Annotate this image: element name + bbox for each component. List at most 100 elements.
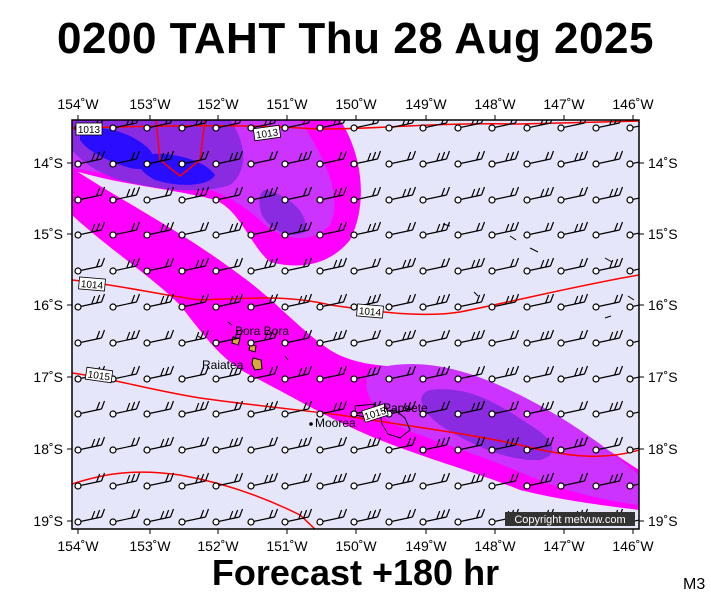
wind-barb [523, 365, 555, 383]
wind-barb [592, 365, 624, 383]
wind-barb [247, 150, 279, 168]
wind-barb [350, 186, 382, 204]
wind-barb [419, 120, 449, 132]
wind-barb [385, 120, 415, 132]
wind-barb [143, 365, 175, 383]
lon-label: 150˚W [335, 538, 377, 554]
wind-barb [454, 436, 486, 454]
svg-text:1013: 1013 [78, 125, 101, 136]
lon-label: 150˚W [335, 96, 377, 112]
wind-barb [109, 329, 141, 347]
wind-barb [385, 436, 417, 454]
wind-barb [178, 472, 210, 490]
place-label-bora-bora: Bora Bora [235, 324, 289, 338]
lon-label: 149˚W [405, 96, 447, 112]
wind-barb [350, 508, 382, 526]
wind-barb [523, 400, 555, 418]
wind-barb [626, 446, 639, 454]
wind-barb [178, 120, 208, 132]
wind-barb [316, 365, 348, 383]
lat-label: 14˚S [33, 155, 63, 171]
wind-barb [557, 436, 589, 454]
lat-label: 15˚S [33, 226, 63, 242]
wind-barb [592, 221, 624, 239]
wind-barb [385, 365, 417, 383]
wind-barb [592, 120, 622, 132]
wind-barb [454, 221, 486, 239]
wind-barb [350, 257, 382, 275]
wind-barb [178, 329, 210, 347]
wind-barb [626, 339, 639, 347]
wind-barb [626, 124, 639, 132]
wind-barb [385, 150, 417, 168]
lon-label: 152˚W [197, 96, 239, 112]
wind-barb [247, 186, 279, 204]
wind-barb [488, 150, 520, 168]
wind-barb [557, 472, 589, 490]
wind-barb [178, 508, 210, 526]
lon-label: 153˚W [129, 538, 171, 554]
lon-label: 149˚W [405, 538, 447, 554]
lon-label: 151˚W [266, 96, 308, 112]
wind-barb [316, 221, 348, 239]
wind-barb [143, 257, 175, 275]
wind-barb [109, 436, 141, 454]
wind-barb [523, 293, 555, 311]
lat-label: 16˚S [33, 297, 63, 313]
wind-barb [454, 120, 484, 132]
wind-barb [557, 221, 589, 239]
wind-barb [247, 293, 279, 311]
wind-barb [557, 293, 589, 311]
wind-barb [247, 400, 279, 418]
wind-barb [281, 400, 313, 418]
wind-barb [488, 472, 520, 490]
wind-barb [316, 329, 348, 347]
wind-barb [143, 508, 175, 526]
wind-barb [74, 186, 106, 204]
wind-barb [109, 472, 141, 490]
lon-label: 154˚W [57, 96, 99, 112]
wind-barb [316, 293, 348, 311]
wind-barb [592, 293, 624, 311]
wind-barb [281, 329, 313, 347]
wind-barb [350, 150, 382, 168]
wind-barb [419, 436, 451, 454]
wind-barb [212, 365, 244, 383]
wind-barb [281, 436, 313, 454]
wind-barb [419, 472, 451, 490]
isobar-label: 1014 [78, 276, 106, 292]
isobar-label: 1013 [252, 124, 282, 141]
wind-barb [626, 231, 639, 239]
wind-barb [212, 120, 242, 132]
lat-label: 14˚S [648, 155, 678, 171]
wind-barb [316, 186, 348, 204]
wind-barb [316, 400, 348, 418]
wind-barb [626, 267, 639, 275]
lat-label: 15˚S [648, 226, 678, 242]
wind-barb [523, 472, 555, 490]
lon-label: 146˚W [612, 96, 654, 112]
wind-barb [212, 436, 244, 454]
wind-barb [592, 257, 624, 275]
wind-barb [592, 436, 624, 454]
wind-barb [212, 293, 244, 311]
wind-barb [454, 293, 486, 311]
wind-barb [523, 186, 555, 204]
wind-barb [523, 329, 555, 347]
wind-barb [281, 120, 311, 132]
wind-barb [212, 186, 244, 204]
wind-barb [281, 257, 313, 275]
lat-label: 18˚S [648, 441, 678, 457]
lon-label: 146˚W [612, 538, 654, 554]
wind-barb [488, 436, 520, 454]
wind-barb [143, 150, 175, 168]
wind-barb [454, 365, 486, 383]
wind-barb [454, 186, 486, 204]
wind-barb [385, 257, 417, 275]
wind-barb [350, 472, 382, 490]
wind-barb [523, 120, 553, 132]
wind-barb [592, 329, 624, 347]
wind-barb [557, 400, 589, 418]
lon-label: 152˚W [197, 538, 239, 554]
wind-barb [419, 365, 451, 383]
